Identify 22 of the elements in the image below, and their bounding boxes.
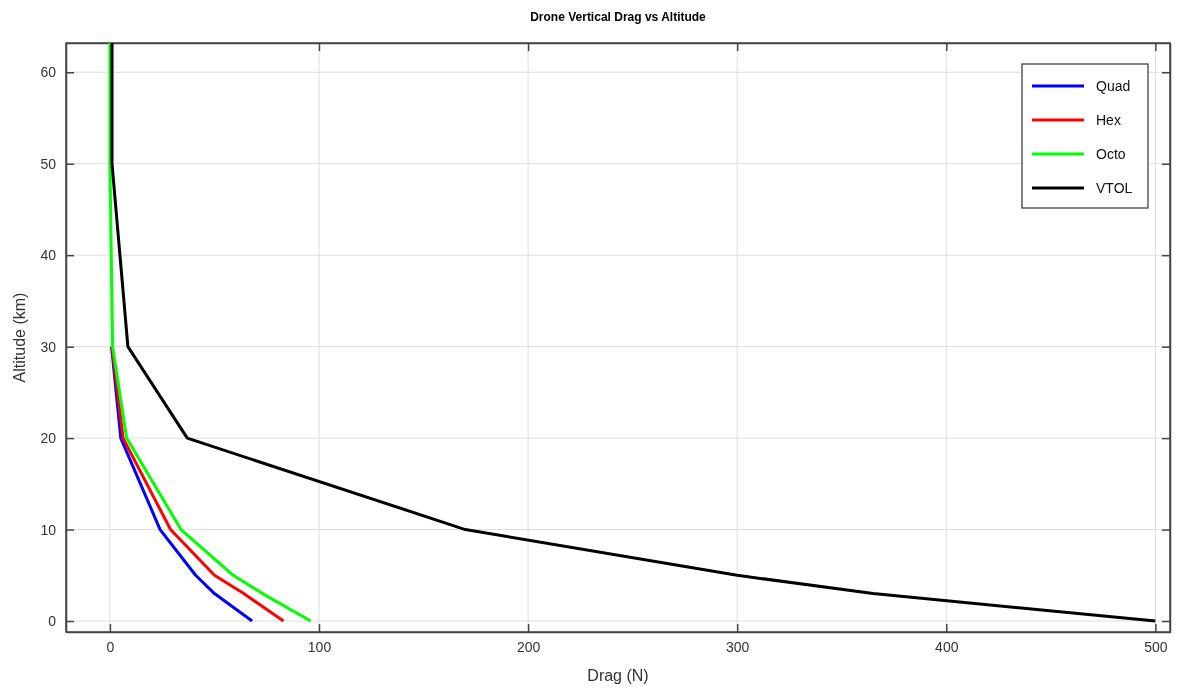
x-tick-label: 300 [726,638,750,655]
x-tick-label: 500 [1144,638,1168,655]
x-tick-label: 400 [935,638,959,655]
x-tick-label: 200 [516,638,541,655]
legend-label: VTOL [1096,180,1133,196]
y-tick-label: 30 [40,338,57,355]
x-tick-label: 0 [106,638,115,655]
y-tick-label: 0 [48,613,57,629]
line-series [110,43,1157,623]
y-tick-label: 60 [40,64,57,81]
legend-label: Quad [1096,78,1131,94]
chart-title: Drone Vertical Drag vs Altitude [530,10,707,24]
x-axis-title: Drag (N) [587,667,649,684]
y-tick-label: 40 [40,247,57,264]
y-tick-label: 20 [40,430,57,447]
y-tick-label: 50 [40,155,57,172]
legend-label: Octo [1096,146,1126,162]
y-tick-label: 10 [40,521,57,538]
legend-label: Hex [1096,112,1121,128]
y-axis-title: Altitude (km) [11,292,28,383]
line-series [108,43,313,623]
x-tick-label: 100 [307,638,332,655]
